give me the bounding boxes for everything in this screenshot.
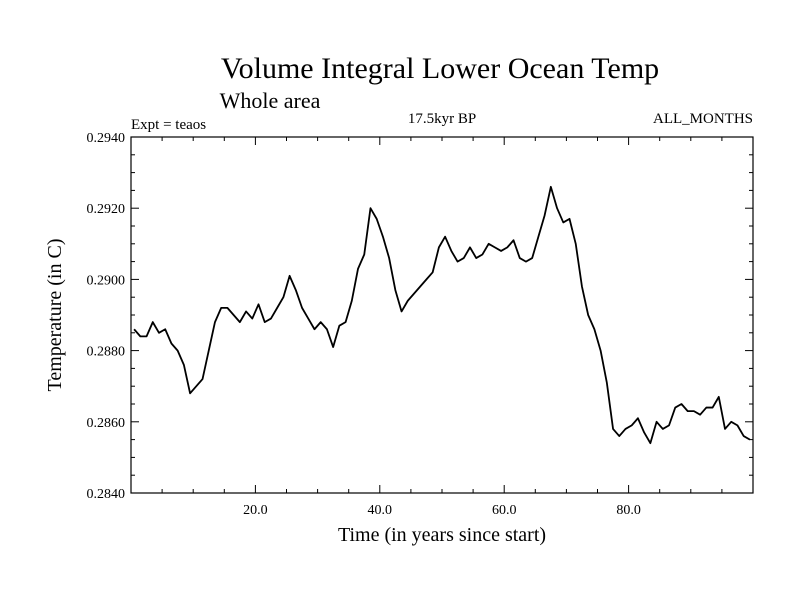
y-tick-label: 0.2900 xyxy=(87,273,126,288)
y-axis: 0.2840 0.2860 0.2880 0.2900 0.2920 0.2940 xyxy=(87,131,753,502)
y-axis-label: Temperature (in C) xyxy=(44,239,66,392)
x-tick-label: 60.0 xyxy=(492,503,517,518)
months-label: ALL_MONTHS xyxy=(653,111,753,127)
y-tick-label: 0.2880 xyxy=(87,345,126,360)
chart-title: Volume Integral Lower Ocean Temp xyxy=(221,52,659,85)
period-label: 17.5kyr BP xyxy=(408,111,476,127)
experiment-label: Expt = teaos xyxy=(131,117,206,133)
x-axis: 20.0 40.0 60.0 80.0 xyxy=(161,137,723,518)
y-tick-label: 0.2860 xyxy=(87,416,126,431)
y-tick-label: 0.2940 xyxy=(87,131,126,146)
x-tick-label: 20.0 xyxy=(243,503,268,518)
series-line-temperature xyxy=(133,185,751,445)
x-tick-label: 40.0 xyxy=(368,503,393,518)
chart-subtitle: Whole area xyxy=(220,88,321,113)
plot-frame xyxy=(130,136,754,494)
y-tick-label: 0.2920 xyxy=(87,202,126,217)
x-axis-label: Time (in years since start) xyxy=(338,524,546,546)
x-tick-label: 80.0 xyxy=(616,503,641,518)
y-tick-label: 0.2840 xyxy=(87,487,126,502)
